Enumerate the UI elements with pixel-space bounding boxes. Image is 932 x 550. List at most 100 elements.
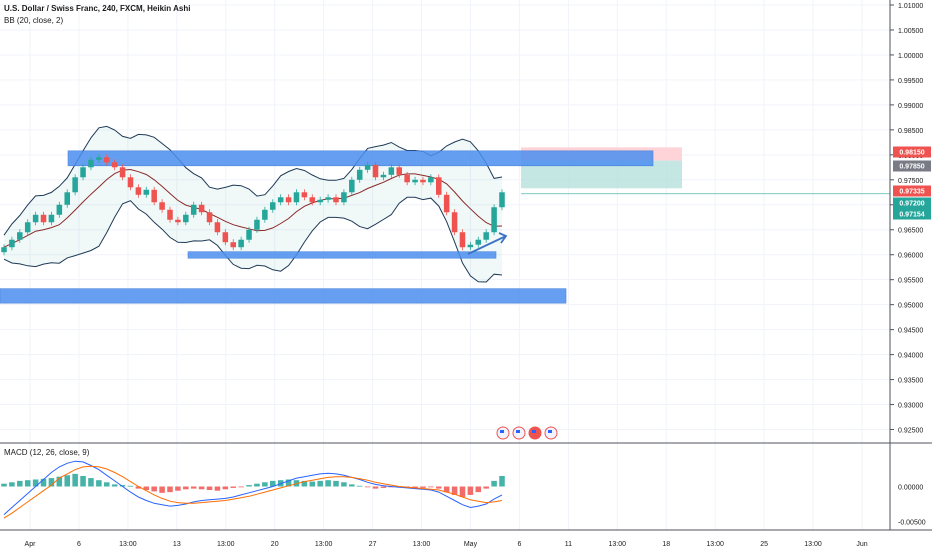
macd-pane xyxy=(0,442,932,519)
macd-hist-bar xyxy=(56,476,63,487)
candle-body xyxy=(214,222,221,233)
macd-hist-bar xyxy=(420,486,426,488)
signal-line xyxy=(3,465,503,519)
candle-body xyxy=(341,192,347,203)
zone-support xyxy=(187,251,497,259)
macd-hist-bar xyxy=(230,486,237,488)
candle-body xyxy=(269,202,276,210)
candle-body xyxy=(499,192,505,208)
zones[interactable] xyxy=(0,150,654,304)
macd-hist-bar xyxy=(143,486,150,491)
time-tick-label: 27 xyxy=(369,541,377,548)
macd-hist-bar xyxy=(183,486,189,490)
macd-hist-bar xyxy=(341,482,347,487)
macd-hist-bar xyxy=(309,481,316,487)
macd-hist-bar xyxy=(159,486,165,493)
candles xyxy=(1,154,505,256)
macd-hist-bar xyxy=(1,483,7,487)
candle-body xyxy=(80,167,86,178)
price-tick-label: 0.95000 xyxy=(898,303,923,310)
macd-hist-bar xyxy=(96,480,102,487)
candle-body xyxy=(175,219,181,223)
macd-hist-bar xyxy=(380,486,387,488)
candle-body xyxy=(325,197,331,200)
event-flag-icon-canton xyxy=(548,430,552,433)
price-tags: 0.98150 0.97850 0.97335 0.97200 0.97154 xyxy=(893,146,931,220)
candle-body xyxy=(143,189,150,195)
candle-body xyxy=(483,232,489,240)
event-icons[interactable] xyxy=(496,426,558,440)
time-tick-label: 6 xyxy=(517,541,521,548)
macd-hist-bar xyxy=(364,486,371,488)
price-tick-label: 0.96000 xyxy=(898,253,923,260)
candle-body xyxy=(96,157,102,160)
candle-body xyxy=(238,239,244,248)
time-tick-label: 18 xyxy=(662,541,670,548)
price-tick-label: 0.94000 xyxy=(898,353,923,360)
candle-body xyxy=(246,229,252,240)
candle-body xyxy=(420,179,426,183)
candle-body xyxy=(435,177,442,195)
price-tag-label: 0.97154 xyxy=(899,212,924,219)
time-tick-label: May xyxy=(464,541,478,548)
time-tick-label: 20 xyxy=(271,541,279,548)
event-flag-icon-canton xyxy=(532,430,536,433)
candle-body xyxy=(317,199,323,203)
candle-body xyxy=(17,232,23,240)
candle-body xyxy=(127,177,134,188)
macd-hist-bar xyxy=(111,484,118,487)
time-tick-label: Jun xyxy=(856,541,867,548)
macd-hist-bar xyxy=(40,478,47,487)
candle-body xyxy=(167,209,173,220)
macd-line xyxy=(3,460,503,515)
candle-body xyxy=(159,202,165,210)
price-tag-label: 0.97200 xyxy=(899,201,924,208)
candle-body xyxy=(467,244,474,248)
price-tick-label: 0.95500 xyxy=(898,278,923,285)
candle-body xyxy=(183,214,189,223)
candle-body xyxy=(190,204,197,215)
macd-hist-bar xyxy=(435,486,442,489)
candle-body xyxy=(451,212,458,233)
price-tick-label: 0.96500 xyxy=(898,228,923,235)
macd-hist-bar xyxy=(88,478,94,487)
event-flag-icon-canton xyxy=(500,430,504,433)
macd-hist-bar xyxy=(198,486,205,490)
macd-hist-bar xyxy=(491,480,497,487)
price-tag-box xyxy=(893,197,931,209)
candle-body xyxy=(111,162,118,168)
macd-hist-bar xyxy=(269,480,276,487)
macd-hist-bar xyxy=(246,485,252,487)
price-tick-label: 1.00500 xyxy=(898,28,923,35)
candle-body xyxy=(380,174,387,178)
macd-hist-bar xyxy=(428,486,434,488)
macd-hist-bar xyxy=(475,486,482,493)
macd-hist-bar xyxy=(333,480,339,487)
macd-tick-label: -0.00500 xyxy=(898,520,926,527)
price-tick-label: 0.92500 xyxy=(898,428,923,435)
candle-body xyxy=(412,179,418,183)
macd-hist-bar xyxy=(222,486,229,490)
macd-hist-bar xyxy=(467,486,474,495)
price-tick-label: 0.94500 xyxy=(898,328,923,335)
price-tick-label: 0.93500 xyxy=(898,378,923,385)
grid xyxy=(0,0,890,530)
macd-hist-bar xyxy=(119,485,126,487)
chart-title: U.S. Dollar / Swiss Franc, 240, FXCM, He… xyxy=(4,4,191,13)
candle-body xyxy=(459,232,466,248)
price-tick-label: 0.97500 xyxy=(898,178,923,185)
macd-hist-bar xyxy=(135,486,142,489)
macd-hist-bar xyxy=(24,480,31,487)
candle-body xyxy=(103,157,110,163)
macd-label: MACD (12, 26, close, 9) xyxy=(4,448,90,457)
price-tag-box xyxy=(893,160,931,172)
candle-body xyxy=(388,167,395,175)
macd-hist-bar xyxy=(349,484,355,487)
candle-body xyxy=(151,189,157,203)
time-tick-label: 25 xyxy=(760,541,768,548)
macd-hist-bar xyxy=(443,486,450,493)
candle-body xyxy=(262,209,268,220)
bb-basis xyxy=(3,168,503,248)
